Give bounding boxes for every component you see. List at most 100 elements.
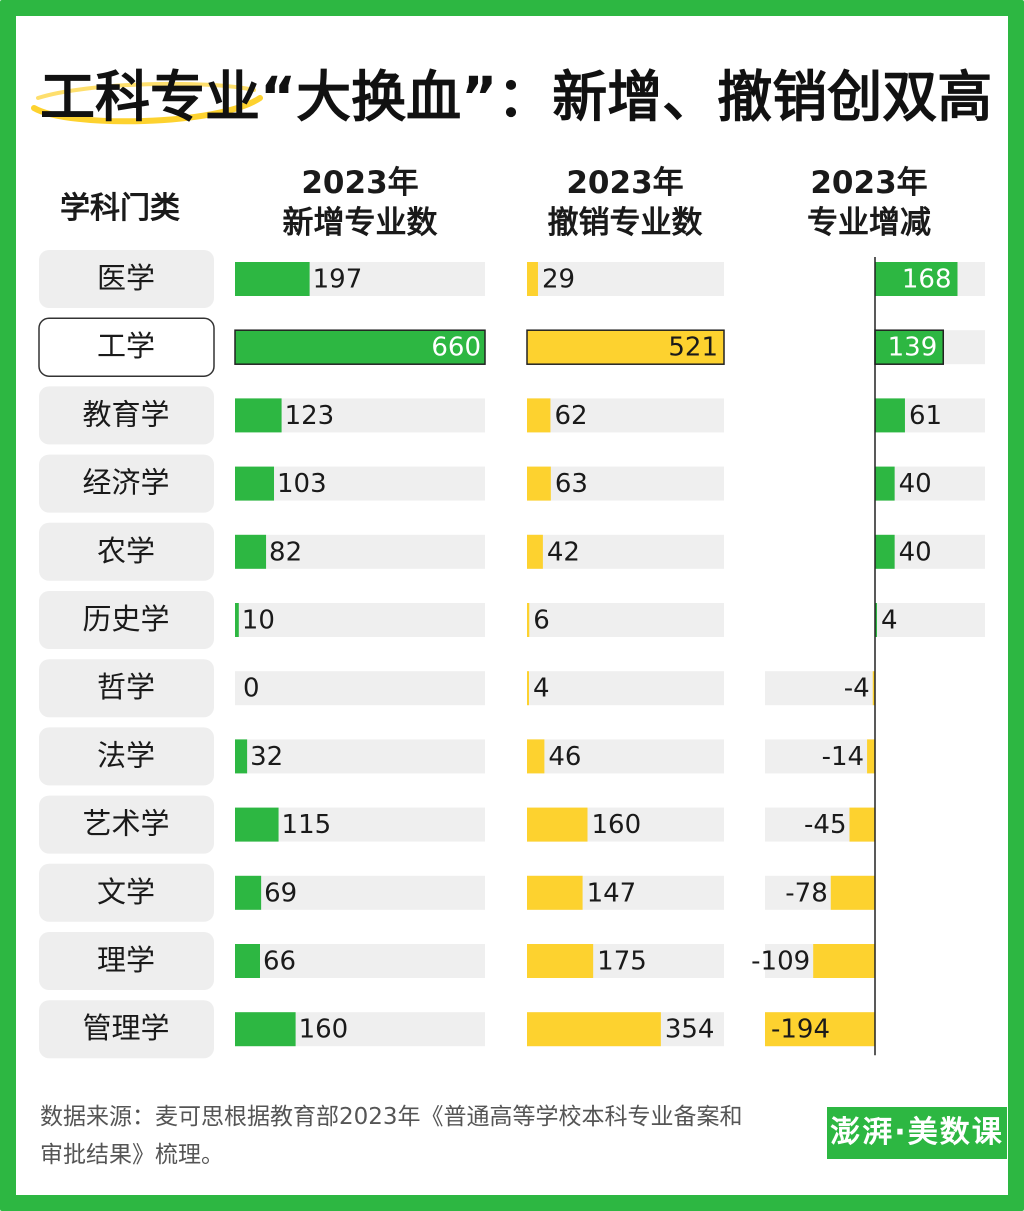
title-underline-swoosh bbox=[31, 81, 263, 125]
category-label: 法学 bbox=[97, 738, 155, 772]
page-title: 工科专业“大换血”：新增、撤销创双高 bbox=[40, 65, 993, 129]
added-bar bbox=[235, 739, 248, 774]
added-track bbox=[235, 603, 485, 637]
removed-value-label: 175 bbox=[597, 947, 647, 977]
category-pill bbox=[39, 250, 214, 308]
added-value-label: 10 bbox=[242, 606, 275, 636]
added-value-label: 69 bbox=[264, 878, 297, 908]
net-track bbox=[765, 671, 875, 706]
category-pill bbox=[39, 795, 214, 854]
added-bar bbox=[235, 262, 310, 296]
removed-bar bbox=[527, 534, 543, 569]
added-value-label: 197 bbox=[313, 265, 363, 295]
net-value-label: 40 bbox=[899, 537, 932, 567]
added-track bbox=[235, 944, 485, 978]
net-value-label: 40 bbox=[899, 469, 932, 499]
net-value-label: -109 bbox=[751, 947, 810, 977]
net-value-label: -194 bbox=[771, 1015, 830, 1045]
removed-value-label: 4 bbox=[533, 674, 550, 704]
added-bar bbox=[235, 875, 262, 910]
category-label: 教育学 bbox=[82, 397, 169, 431]
category-label: 艺术学 bbox=[82, 807, 169, 841]
category-label: 工学 bbox=[97, 329, 155, 363]
removed-bar bbox=[527, 603, 530, 637]
category-label: 历史学 bbox=[82, 602, 169, 636]
net-track bbox=[765, 739, 875, 774]
category-label: 管理学 bbox=[82, 1011, 169, 1045]
net-header-label: 专业增减 bbox=[807, 205, 931, 241]
added-header: 2023年 新增专业数 bbox=[235, 163, 485, 243]
added-value-label: 32 bbox=[250, 742, 283, 772]
added-value-label: 103 bbox=[277, 469, 327, 499]
removed-header-year: 2023年 bbox=[566, 165, 684, 201]
removed-bar bbox=[527, 944, 594, 978]
net-bar bbox=[867, 739, 875, 774]
removed-track bbox=[527, 671, 724, 706]
net-bar bbox=[875, 398, 905, 433]
removed-bar bbox=[527, 807, 588, 842]
category-pill bbox=[39, 591, 214, 649]
added-bar bbox=[235, 944, 260, 978]
added-value-label: 66 bbox=[263, 947, 296, 977]
added-track bbox=[235, 875, 485, 910]
added-value-label: 160 bbox=[299, 1015, 349, 1045]
removed-bar bbox=[526, 329, 725, 365]
added-value-label: 115 bbox=[282, 810, 332, 840]
category-label: 理学 bbox=[97, 943, 155, 977]
removed-value-label: 63 bbox=[555, 469, 588, 499]
publisher-logo: 澎湃·美数课 bbox=[827, 1107, 1007, 1159]
removed-bar bbox=[527, 398, 551, 433]
net-bar bbox=[875, 534, 895, 569]
net-bar bbox=[875, 466, 895, 501]
removed-bar bbox=[527, 466, 551, 501]
net-bar bbox=[849, 807, 875, 842]
removed-bar bbox=[527, 262, 538, 296]
net-value-label: -78 bbox=[785, 878, 827, 908]
category-pill bbox=[39, 932, 214, 990]
category-pill bbox=[39, 1000, 214, 1059]
removed-value-label: 354 bbox=[665, 1015, 715, 1045]
removed-header: 2023年 撤销专业数 bbox=[500, 163, 750, 243]
added-bar bbox=[235, 398, 282, 433]
added-bar bbox=[234, 329, 486, 365]
category-pill bbox=[39, 522, 214, 581]
removed-track bbox=[527, 739, 724, 774]
net-bar bbox=[872, 671, 875, 706]
source-footnote: 数据来源：麦可思根据教育部2023年《普通高等学校本科专业备案和审批结果》梳理。 bbox=[40, 1104, 743, 1168]
removed-bar bbox=[527, 739, 545, 774]
added-bar bbox=[235, 1012, 296, 1047]
net-value-label: 61 bbox=[909, 401, 942, 431]
removed-value-label: 29 bbox=[542, 265, 575, 295]
removed-track bbox=[527, 466, 724, 501]
added-bar bbox=[235, 603, 239, 637]
added-value-label: 82 bbox=[269, 537, 302, 567]
net-bar bbox=[875, 262, 958, 296]
added-bar bbox=[235, 807, 279, 842]
removed-bar bbox=[527, 671, 529, 706]
net-bar bbox=[875, 603, 877, 637]
removed-bar bbox=[527, 875, 583, 910]
added-track bbox=[235, 466, 485, 501]
added-header-year: 2023年 bbox=[301, 165, 419, 201]
removed-value-label: 42 bbox=[547, 537, 580, 567]
added-value-label: 123 bbox=[285, 401, 335, 431]
added-value-label: 660 bbox=[431, 333, 481, 363]
added-header-label: 新增专业数 bbox=[282, 205, 438, 241]
net-bar bbox=[813, 944, 875, 978]
net-bar bbox=[765, 1012, 875, 1047]
removed-track bbox=[527, 262, 724, 296]
removed-bar bbox=[527, 1012, 661, 1047]
removed-value-label: 46 bbox=[548, 742, 581, 772]
category-pill bbox=[38, 317, 215, 377]
added-track bbox=[235, 534, 485, 569]
net-value-label: -4 bbox=[844, 674, 870, 704]
net-header-year: 2023年 bbox=[810, 165, 928, 201]
net-value-label: 139 bbox=[888, 333, 938, 363]
net-bar bbox=[830, 875, 875, 910]
category-pill bbox=[39, 454, 214, 513]
removed-value-label: 147 bbox=[587, 878, 637, 908]
category-pill bbox=[39, 659, 214, 718]
added-track bbox=[235, 671, 485, 706]
removed-track bbox=[527, 534, 724, 569]
